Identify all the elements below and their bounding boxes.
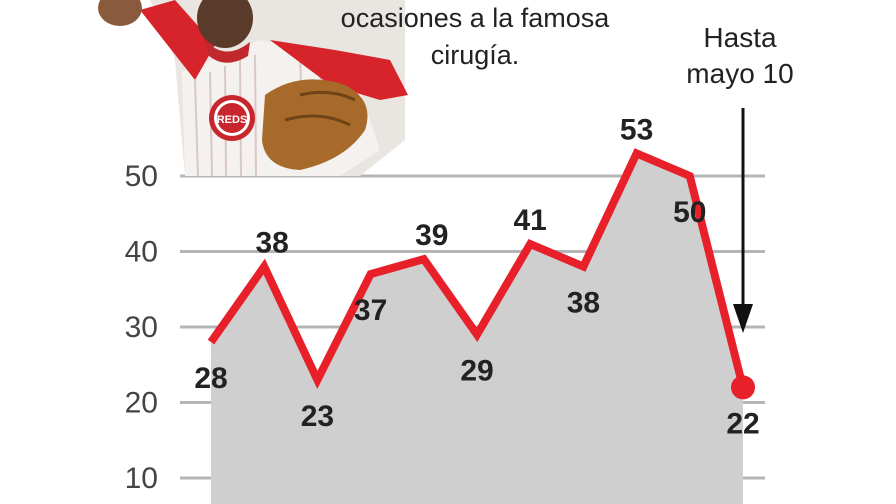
data-label: 22 <box>726 407 759 440</box>
caption-line-2: cirugía. <box>430 40 520 70</box>
data-label: 50 <box>673 196 706 229</box>
y-axis-ticks: 50 40 30 20 10 <box>125 160 158 495</box>
data-label: 41 <box>514 204 547 237</box>
caption: ocasiones a la famosa cirugía. <box>300 0 650 74</box>
data-label: 38 <box>567 287 600 320</box>
data-labels: 28 38 23 37 39 29 41 38 53 50 22 <box>194 113 759 440</box>
y-tick-label: 30 <box>125 311 158 344</box>
y-tick-label: 40 <box>125 236 158 269</box>
down-arrow-icon <box>733 108 753 333</box>
data-label: 53 <box>620 113 653 146</box>
data-label: 38 <box>256 227 289 260</box>
annotation-line-1: Hasta <box>703 22 777 53</box>
pitcher-photo <box>98 0 408 177</box>
y-tick-label: 50 <box>125 160 158 193</box>
series-line <box>207 148 747 390</box>
data-label: 37 <box>354 294 387 327</box>
y-tick-label: 10 <box>125 462 158 495</box>
area-fill <box>211 153 743 504</box>
data-label: 28 <box>194 362 227 395</box>
caption-line-1: ocasiones a la famosa <box>340 3 610 33</box>
data-label: 29 <box>460 355 493 388</box>
annotation: Hasta mayo 10 <box>660 20 820 92</box>
y-tick-label: 20 <box>125 387 158 420</box>
data-label: 39 <box>415 219 448 252</box>
data-label: 23 <box>301 400 334 433</box>
annotation-line-2: mayo 10 <box>686 58 794 89</box>
endpoint-marker <box>731 375 755 400</box>
reds-logo-text: REDS <box>217 114 248 126</box>
